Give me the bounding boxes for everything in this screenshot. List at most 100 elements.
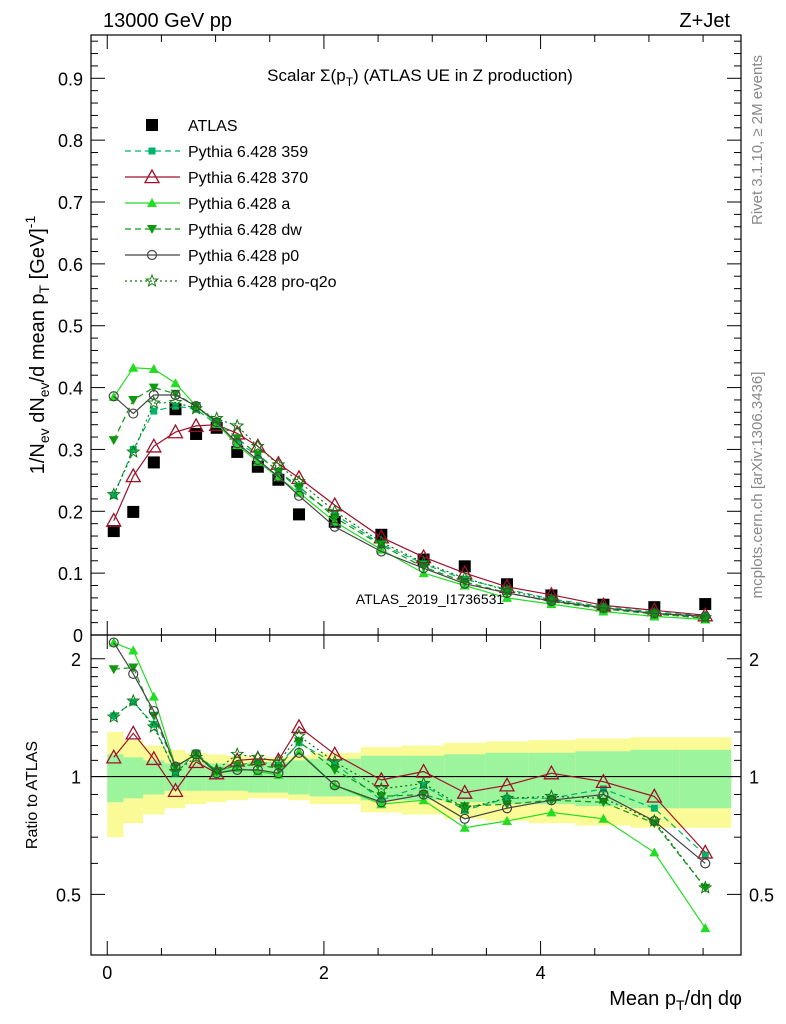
- ratio-data-point: [230, 746, 245, 761]
- main-data-point: [146, 395, 161, 410]
- main-data-point: [271, 457, 286, 471]
- ratio-data-point: [170, 761, 181, 772]
- main-panel: ATLAS_2019_I1736531 00.10.20.30.40.50.60…: [22, 34, 742, 646]
- main-y-tick-label: 0: [73, 626, 83, 646]
- ratio-data-point: [326, 745, 343, 761]
- ratio-data-point: [598, 789, 609, 800]
- legend-marker: [146, 249, 158, 261]
- main-data-point: [107, 525, 120, 538]
- legend-entry: Pythia 6.428 a: [125, 196, 290, 213]
- ratio-y-tick-label: 1: [71, 768, 81, 788]
- main-data-point: [211, 417, 222, 428]
- ratio-y-tick-label: 2: [71, 650, 81, 670]
- main-data-point: [374, 534, 389, 549]
- main-data-point: [190, 427, 203, 440]
- ratio-data-point: [418, 789, 429, 800]
- ratio-data-point: [209, 762, 224, 776]
- ratio-y-tick-label-right: 2: [749, 650, 759, 670]
- ratio-data-point: [190, 749, 202, 760]
- ratio-data-point: [543, 764, 560, 780]
- ratio-data-point: [125, 724, 142, 740]
- ratio-data-point: [503, 794, 511, 802]
- ratio-data-point: [292, 728, 306, 742]
- main-data-point: [251, 460, 264, 473]
- legend-label: Pythia 6.428 p0: [188, 248, 299, 265]
- main-data-point: [110, 491, 118, 499]
- main-data-point: [127, 505, 140, 518]
- main-data-point: [167, 423, 184, 439]
- main-series-line: [113, 401, 706, 619]
- main-data-point: [457, 570, 472, 585]
- ratio-data-point: [697, 844, 714, 859]
- main-data-point: [209, 411, 224, 425]
- main-data-point: [230, 418, 245, 432]
- ratio-data-point: [271, 754, 286, 768]
- mcplots-label: mcplots.cern.ch [arXiv:1306.3436]: [749, 372, 766, 599]
- analysis-watermark: ATLAS_2019_I1736531: [356, 591, 505, 607]
- main-data-point: [375, 528, 388, 541]
- main-data-point: [416, 555, 431, 569]
- ratio-inner-band: [444, 754, 486, 803]
- main-data-point: [150, 407, 158, 415]
- ratio-data-point: [700, 923, 711, 933]
- ratio-data-point: [290, 718, 308, 734]
- ratio-data-point: [110, 712, 118, 720]
- main-series-4: [108, 383, 711, 624]
- ratio-y-tick-label-right: 0.5: [749, 885, 774, 905]
- main-data-point: [108, 436, 119, 446]
- ratio-data-point: [498, 776, 516, 792]
- ratio-panel: 0.5 0.5 1 1 2 2 0 2 4 Ratio to ATLAS: [24, 634, 774, 983]
- ratio-data-point: [211, 768, 222, 779]
- x-tick-label: 0: [102, 963, 112, 983]
- main-series-line: [113, 405, 706, 617]
- ratio-inner-band: [107, 754, 124, 803]
- main-data-point: [293, 508, 305, 521]
- main-data-point: [145, 438, 162, 453]
- legend-label: Pythia 6.428 359: [188, 144, 308, 161]
- ratio-data-point: [459, 822, 470, 832]
- ratio-data-point: [128, 668, 139, 679]
- main-data-point: [329, 521, 340, 532]
- main-y-tick-label: 0.4: [58, 379, 83, 399]
- rivet-label: Rivet 3.1.10, ≥ 2M events: [749, 55, 766, 225]
- ratio-series-line: [113, 725, 706, 853]
- main-data-point: [292, 474, 306, 488]
- main-data-point: [187, 417, 205, 433]
- ratio-data-point: [373, 771, 390, 787]
- ratio-data-point: [502, 815, 512, 825]
- svg-text:Mean pT/dη dφ: Mean pT/dη dφ: [609, 988, 742, 1013]
- main-data-point: [170, 378, 181, 388]
- ratio-data-point: [148, 711, 159, 721]
- ratio-data-point: [596, 790, 611, 805]
- ratio-data-point: [293, 747, 305, 758]
- ratio-y-axis-label: Ratio to ATLAS: [24, 741, 41, 849]
- ratio-data-point: [420, 781, 428, 789]
- ratio-data-point: [456, 784, 473, 799]
- main-data-point: [546, 595, 557, 607]
- main-data-point: [649, 609, 660, 619]
- ratio-data-point: [250, 749, 265, 764]
- ratio-data-point: [374, 781, 389, 795]
- ratio-data-point: [106, 709, 121, 723]
- ratio-data-point: [148, 705, 159, 717]
- ratio-data-point: [327, 754, 342, 768]
- legend-entry: Pythia 6.428 pro-q2o: [125, 273, 337, 291]
- ratio-data-point: [126, 693, 141, 707]
- ratio-series-5: [106, 693, 713, 894]
- main-data-point: [148, 383, 159, 393]
- main-data-point: [649, 608, 660, 619]
- main-data-point: [170, 389, 181, 399]
- main-data-point: [376, 546, 387, 557]
- ratio-data-point: [376, 792, 387, 802]
- ratio-data-point: [128, 663, 139, 673]
- main-series-line: [113, 394, 706, 617]
- main-data-point: [326, 496, 343, 512]
- ratio-data-point: [128, 645, 139, 655]
- ratio-data-point: [294, 746, 304, 756]
- ratio-data-point: [108, 637, 119, 648]
- main-y-tick-label: 0.8: [58, 131, 83, 151]
- x-tick-label: 4: [536, 963, 546, 983]
- ratio-data-point: [168, 764, 183, 778]
- ratio-data-point: [129, 698, 137, 706]
- ratio-inner-band: [679, 749, 732, 809]
